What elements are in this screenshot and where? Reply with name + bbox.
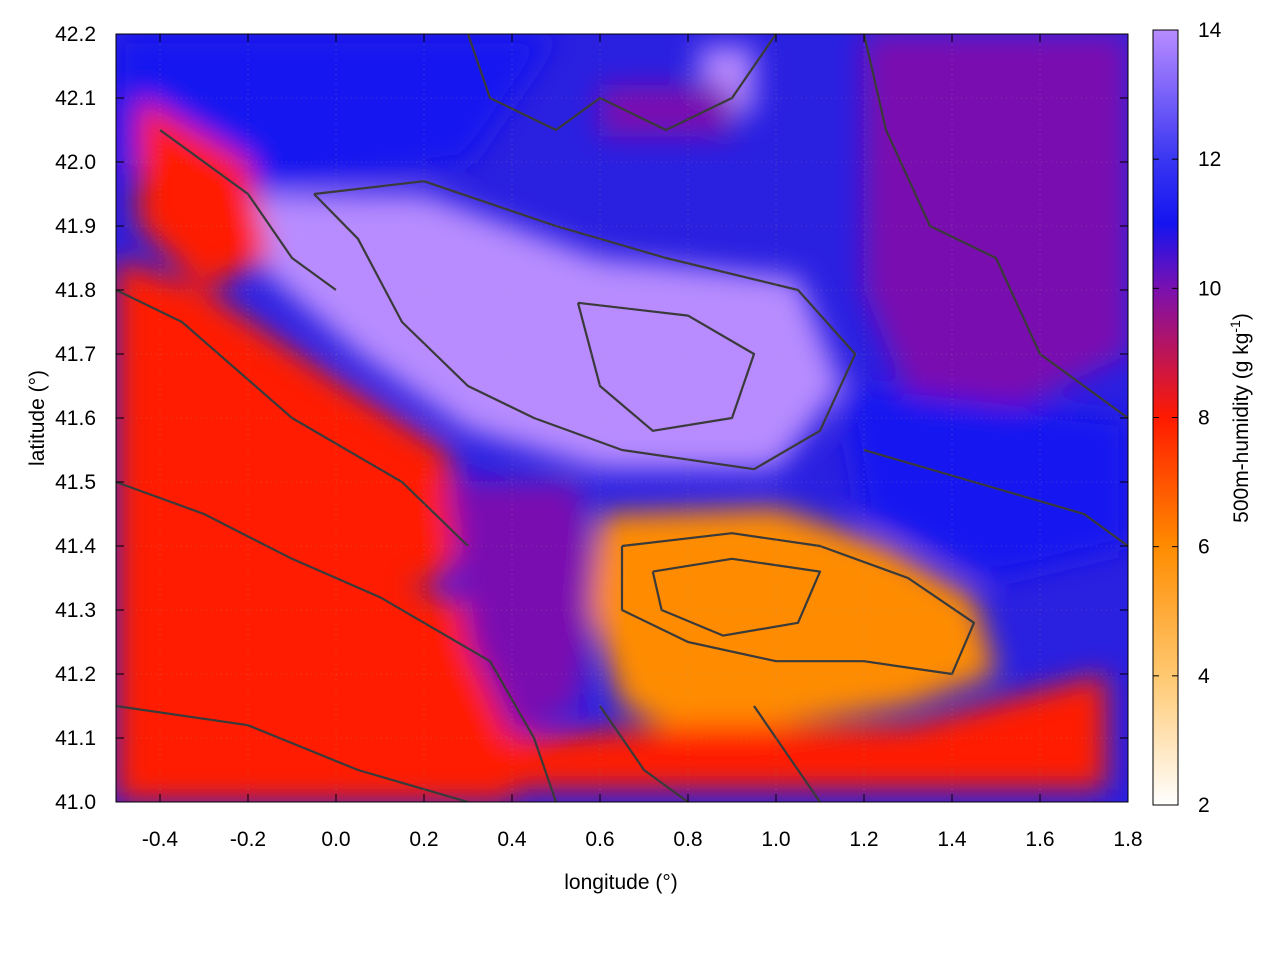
contour-line xyxy=(599,705,689,802)
heatmap-region xyxy=(116,258,468,610)
y-tick-label: 41.5 xyxy=(55,471,96,494)
plot-area xyxy=(116,34,1128,802)
contour-line xyxy=(159,129,337,291)
y-tick-label: 41.0 xyxy=(55,791,96,814)
colorbar-label: 500m-humidity (g kg-1) xyxy=(1227,313,1253,523)
heatmap-region xyxy=(512,674,1106,790)
x-tick-label: -0.2 xyxy=(230,828,266,851)
y-tick-label: 41.7 xyxy=(55,343,96,366)
x-tick-label: 0.0 xyxy=(321,828,350,851)
x-tick-label: 0.4 xyxy=(497,828,527,851)
x-tick-label: 1.8 xyxy=(1113,828,1142,851)
y-tick-label: 42.2 xyxy=(55,23,96,46)
colorbar: 2 4 6 8 10 12 14 500m-humidity (g kg-1) xyxy=(1152,19,1253,817)
x-axis-label: longitude (°) xyxy=(564,871,677,894)
heatmap-region xyxy=(578,290,754,450)
contour-line xyxy=(116,704,469,802)
y-axis-label: latitude (°) xyxy=(26,370,49,466)
heatmap-region xyxy=(600,85,732,137)
y-tick-label: 41.8 xyxy=(55,279,96,302)
colorbar-tick-label: 4 xyxy=(1198,665,1210,688)
y-tick-label: 41.4 xyxy=(55,535,96,558)
x-tick-label: -0.4 xyxy=(142,828,179,851)
x-tick-label: 1.2 xyxy=(849,828,878,851)
y-tick-label: 41.9 xyxy=(55,215,96,238)
y-tick-label: 42.0 xyxy=(55,151,96,174)
colorbar-label-end: ) xyxy=(1230,313,1253,320)
colorbar-tick-label: 10 xyxy=(1198,277,1221,300)
colorbar-label-sup: -1 xyxy=(1227,320,1243,333)
y-axis: 41.0 41.1 41.2 41.3 41.4 41.5 41.6 41.7 41.8 41.9… xyxy=(55,23,1128,814)
heatmap-region xyxy=(864,34,1128,450)
colorbar-tick-label: 14 xyxy=(1198,19,1222,42)
heatmap-region xyxy=(116,578,534,802)
y-tick-label: 42.1 xyxy=(55,87,96,110)
contour-line xyxy=(862,34,1128,419)
x-tick-label: 0.8 xyxy=(673,828,702,851)
colorbar-label-main: 500m-humidity (g kg xyxy=(1230,333,1253,523)
x-tick-label: 0.2 xyxy=(409,828,438,851)
x-axis: -0.4 -0.2 0.0 0.2 0.4 0.6 0.8 1.0 1.2 1.4 1.6 1.8 xyxy=(142,34,1143,851)
y-tick-label: 41.2 xyxy=(55,663,96,686)
contour-line xyxy=(863,448,1128,547)
y-tick-label: 41.6 xyxy=(55,407,96,430)
heatmap-region xyxy=(138,98,270,290)
colorbar-tick-label: 8 xyxy=(1198,407,1210,430)
x-tick-label: 1.6 xyxy=(1025,828,1054,851)
x-tick-label: 1.0 xyxy=(761,828,790,851)
y-tick-label: 41.1 xyxy=(55,727,96,750)
colorbar-ticks: 2 4 6 8 10 12 14 xyxy=(1153,19,1222,817)
heatmap-region xyxy=(842,386,1128,578)
contour-line xyxy=(753,705,821,802)
x-tick-label: 0.6 xyxy=(585,828,614,851)
contour-line xyxy=(116,480,558,802)
colorbar-tick-label: 12 xyxy=(1198,148,1221,171)
heatmap-region xyxy=(652,558,820,642)
colorbar-tick-label: 2 xyxy=(1198,794,1210,817)
colorbar-tick-label: 6 xyxy=(1198,536,1210,559)
y-tick-label: 41.3 xyxy=(55,599,96,622)
x-tick-label: 1.4 xyxy=(937,828,967,851)
grid-lines xyxy=(116,34,1128,802)
contour-line xyxy=(313,180,857,471)
